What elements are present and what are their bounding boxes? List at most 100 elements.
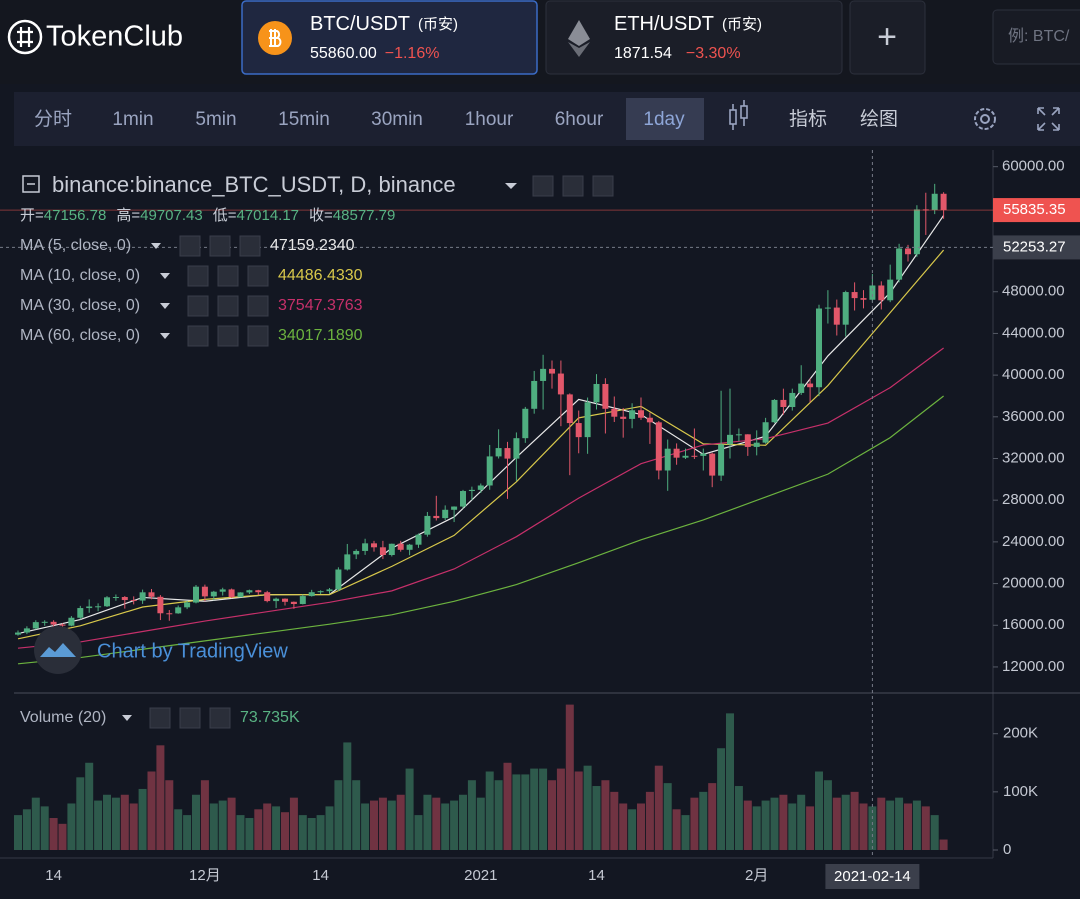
- add-icon[interactable]: +: [877, 18, 897, 56]
- candle-body: [905, 248, 911, 255]
- legend-icon[interactable]: [532, 175, 554, 197]
- add-tab[interactable]: [849, 0, 926, 75]
- dropdown-icon[interactable]: [122, 715, 132, 721]
- interval-button[interactable]: 5min: [195, 109, 236, 130]
- legend-icon[interactable]: [247, 295, 269, 317]
- volume-bar: [94, 800, 103, 850]
- dropdown-icon[interactable]: [160, 273, 170, 279]
- candle-body: [460, 491, 466, 507]
- legend-icon[interactable]: [239, 235, 261, 257]
- candle-body: [780, 399, 787, 408]
- candle-body: [504, 448, 511, 459]
- volume-bar: [637, 803, 645, 850]
- dropdown-icon[interactable]: [505, 183, 517, 189]
- legend-icon[interactable]: [217, 265, 239, 287]
- dropdown-icon[interactable]: [151, 243, 161, 249]
- legend-icon[interactable]: [179, 707, 201, 729]
- candle-body: [566, 394, 573, 424]
- candle-body: [237, 592, 244, 598]
- legend-icon[interactable]: [149, 707, 171, 729]
- legend-icon[interactable]: [179, 235, 201, 257]
- interval-button[interactable]: 6hour: [555, 109, 604, 130]
- settings-icon-core: [980, 114, 990, 124]
- ohlc-value: 48577.79: [333, 207, 396, 224]
- tool-button[interactable]: 指标: [789, 108, 827, 130]
- volume-bar: [263, 803, 272, 850]
- volume-bar: [476, 797, 485, 850]
- legend-icon[interactable]: [592, 175, 614, 197]
- legend-icon[interactable]: [187, 325, 209, 347]
- legend-icon[interactable]: [217, 325, 239, 347]
- legend-icon[interactable]: [247, 265, 269, 287]
- dropdown-icon[interactable]: [160, 303, 170, 309]
- y-tick-label: 60000.00: [1002, 158, 1065, 175]
- ohlc-value: 49707.43: [140, 207, 203, 224]
- candle-body: [798, 383, 805, 393]
- candle-body: [317, 591, 324, 593]
- tab-btc[interactable]: [241, 0, 538, 75]
- legend-icon[interactable]: [187, 265, 209, 287]
- candle-body: [744, 434, 751, 447]
- legend-icon[interactable]: [209, 235, 231, 257]
- volume-bar: [183, 815, 192, 850]
- legend-icon[interactable]: [209, 707, 231, 729]
- toolbar-items: 分时 1min 5min 15min 30min 1hour 6hour 1day 指标 绘图: [34, 108, 898, 130]
- search-box[interactable]: [992, 9, 1080, 65]
- x-tick-label: 2月: [745, 867, 768, 884]
- legend-icon[interactable]: [187, 295, 209, 317]
- y-tick-label: 40000.00: [1002, 366, 1065, 383]
- ohlc-value: 47014.17: [236, 207, 299, 224]
- watermark-glyph: [40, 643, 76, 657]
- candle-body: [513, 438, 520, 459]
- dropdown-icon[interactable]: [160, 333, 170, 339]
- crosshair-date-tag: [825, 864, 920, 889]
- volume-bar: [352, 780, 361, 850]
- volume-bar: [494, 780, 503, 850]
- interval-button[interactable]: 分时: [34, 108, 72, 130]
- y-tick-label: 12000.00: [1002, 658, 1065, 675]
- interval-button[interactable]: 1min: [112, 109, 153, 130]
- y-tick-label: 44000.00: [1002, 324, 1065, 341]
- y-tick-label: 24000.00: [1002, 533, 1065, 550]
- volume-bar: [645, 791, 654, 850]
- tab-eth[interactable]: [545, 0, 843, 75]
- volume-bar: [574, 771, 583, 850]
- legend-icon[interactable]: [217, 295, 239, 317]
- fullscreen-icon[interactable]: [1037, 107, 1060, 131]
- search-placeholder: 例: BTC/: [1008, 27, 1070, 45]
- legend-icon[interactable]: [247, 325, 269, 347]
- candle-body: [282, 598, 288, 602]
- candle-body: [771, 399, 778, 423]
- candle-body: [50, 621, 57, 625]
- interval-button[interactable]: 1hour: [465, 109, 514, 130]
- settings-icon[interactable]: [974, 108, 996, 130]
- crosshair-date-label: 2021-02-14: [834, 868, 911, 885]
- candle-icon[interactable]: [729, 100, 748, 130]
- candle-body: [112, 597, 119, 599]
- legend-icon[interactable]: [562, 175, 584, 197]
- ma-legend-name: MA (60, close, 0): [20, 327, 140, 344]
- volume-bar: [539, 768, 548, 850]
- x-tick-label: 2021: [464, 867, 497, 884]
- interval-button[interactable]: 1day: [643, 109, 685, 130]
- x-tick-label: 14: [312, 867, 329, 884]
- volume-bar: [272, 806, 281, 850]
- candle-body: [718, 444, 725, 476]
- collapse-icon[interactable]: [22, 175, 40, 193]
- interval-button[interactable]: 30min: [371, 109, 423, 130]
- volume-bar: [939, 839, 948, 850]
- candle-body: [638, 410, 644, 418]
- candle-body: [842, 292, 849, 325]
- ma-line: [17, 249, 945, 640]
- ma-line: [17, 215, 945, 635]
- candle-body: [531, 380, 538, 409]
- tool-button[interactable]: 绘图: [860, 108, 898, 130]
- candle-body: [148, 592, 155, 597]
- candle-body: [789, 392, 796, 408]
- volume-tick-label: 200K: [1003, 725, 1038, 742]
- volume-bar: [556, 768, 565, 850]
- volume-bar: [40, 806, 49, 850]
- ohlc-label: 开=: [20, 207, 44, 224]
- x-tick-label: 14: [588, 867, 605, 884]
- interval-button[interactable]: 15min: [278, 109, 330, 130]
